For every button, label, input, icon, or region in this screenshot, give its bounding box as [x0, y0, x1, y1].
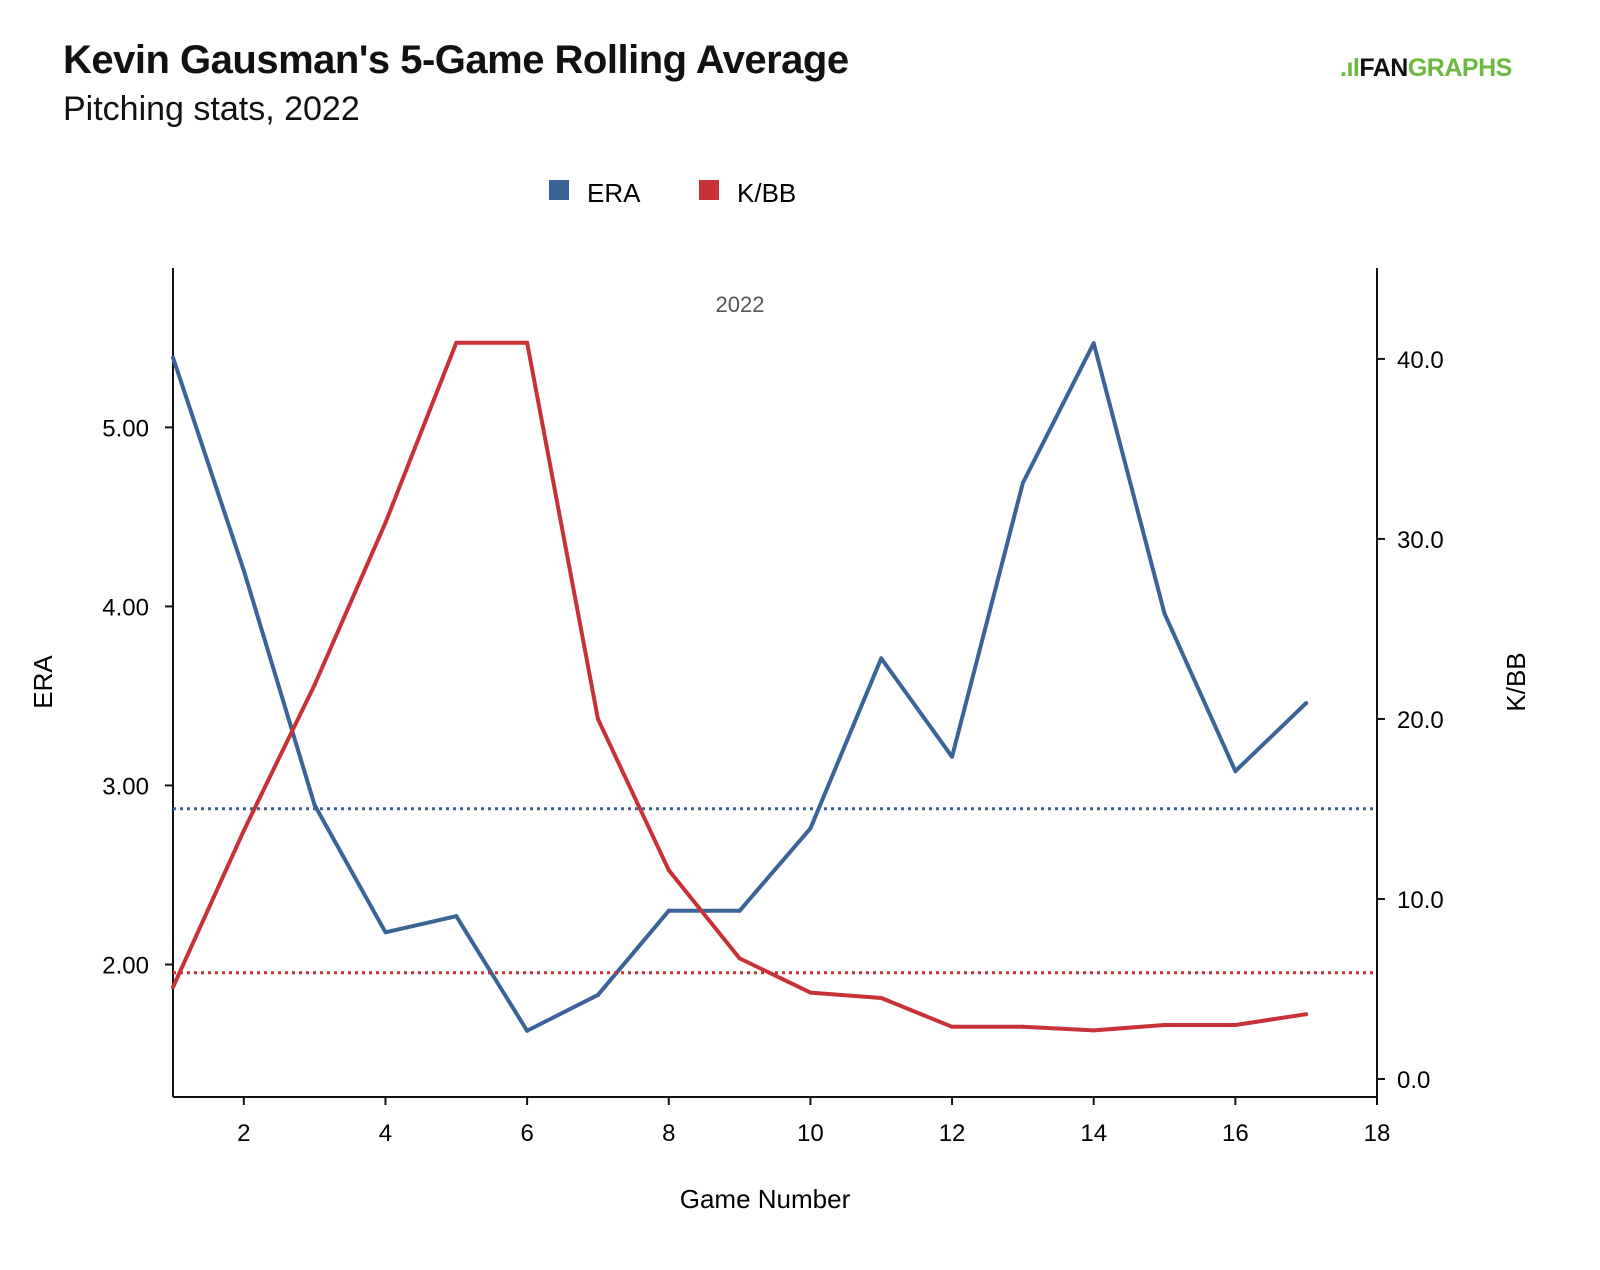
era-point	[737, 908, 742, 913]
era-series-line	[171, 341, 1308, 1033]
kbb-point	[1091, 1028, 1096, 1033]
y-tick-label: 4.00	[102, 594, 149, 621]
era-point	[666, 908, 671, 913]
kbb-point	[1162, 1022, 1167, 1027]
era-point	[383, 930, 388, 935]
chart-subtitle: Pitching stats, 2022	[63, 90, 360, 128]
era-point	[808, 826, 813, 831]
kbb-point	[241, 828, 246, 833]
logo-text-fan: FAN	[1359, 54, 1408, 82]
y-tick-label: 3.00	[102, 773, 149, 800]
kbb-point	[1020, 1024, 1025, 1029]
legend-swatch-era	[549, 180, 569, 200]
logo-bars-icon: .ıl	[1340, 54, 1360, 82]
kbb-point	[454, 340, 459, 345]
kbb-point	[1304, 1012, 1309, 1017]
logo-text-graphs: GRAPHS	[1407, 54, 1512, 82]
x-tick-label: 16	[1222, 1120, 1249, 1147]
y-tick-label: 5.00	[102, 415, 149, 442]
kbb-point	[1233, 1022, 1238, 1027]
era-point	[454, 914, 459, 919]
x-tick-label: 2	[237, 1120, 250, 1147]
era-point	[595, 992, 600, 997]
y-tick-label: 2.00	[102, 953, 149, 980]
era-point	[171, 355, 175, 360]
y2-tick-label: 40.0	[1397, 347, 1444, 374]
era-point	[879, 656, 884, 661]
era-point	[1020, 480, 1025, 485]
legend-label-kbb: K/BB	[737, 178, 796, 208]
legend-swatch-kbb	[699, 180, 719, 200]
era-point	[950, 754, 955, 759]
year-annotation: 2022	[716, 292, 765, 317]
x-tick-label: 4	[379, 1120, 392, 1147]
x-axis-label: Game Number	[680, 1184, 851, 1214]
legend: ERA K/BB	[549, 178, 796, 208]
kbb-series-line	[171, 340, 1307, 1033]
kbb-point	[737, 956, 742, 961]
y2-tick-label: 0.0	[1397, 1067, 1430, 1094]
kbb-point	[879, 995, 884, 1000]
era-point	[525, 1028, 530, 1033]
y2-tick-label: 10.0	[1397, 887, 1444, 914]
legend-label-era: ERA	[587, 178, 641, 208]
kbb-point	[171, 985, 175, 990]
y2-axis-label: K/BB	[1501, 652, 1531, 711]
era-point	[1162, 611, 1167, 616]
kbb-point	[808, 990, 813, 995]
kbb-point	[666, 868, 671, 873]
chart-title: Kevin Gausman's 5-Game Rolling Average	[63, 38, 849, 82]
x-tick-label: 12	[939, 1120, 966, 1147]
kbb-point	[950, 1024, 955, 1029]
y-axis-label: ERA	[28, 655, 58, 709]
x-tick-label: 8	[662, 1120, 675, 1147]
x-tick-label: 10	[797, 1120, 824, 1147]
era-point	[1304, 701, 1309, 706]
era-point	[1091, 341, 1096, 346]
kbb-point	[525, 340, 530, 345]
fangraphs-logo: .ılFANGRAPHS	[1340, 54, 1512, 83]
kbb-point	[312, 682, 317, 687]
x-tick-label: 18	[1364, 1120, 1391, 1147]
era-point	[241, 568, 246, 573]
y2-tick-label: 20.0	[1397, 707, 1444, 734]
y2-tick-label: 30.0	[1397, 527, 1444, 554]
x-tick-label: 14	[1080, 1120, 1107, 1147]
x-tick-label: 6	[520, 1120, 533, 1147]
era-point	[1233, 769, 1238, 774]
kbb-point	[383, 520, 388, 525]
kbb-point	[595, 716, 600, 721]
era-point	[312, 803, 317, 808]
